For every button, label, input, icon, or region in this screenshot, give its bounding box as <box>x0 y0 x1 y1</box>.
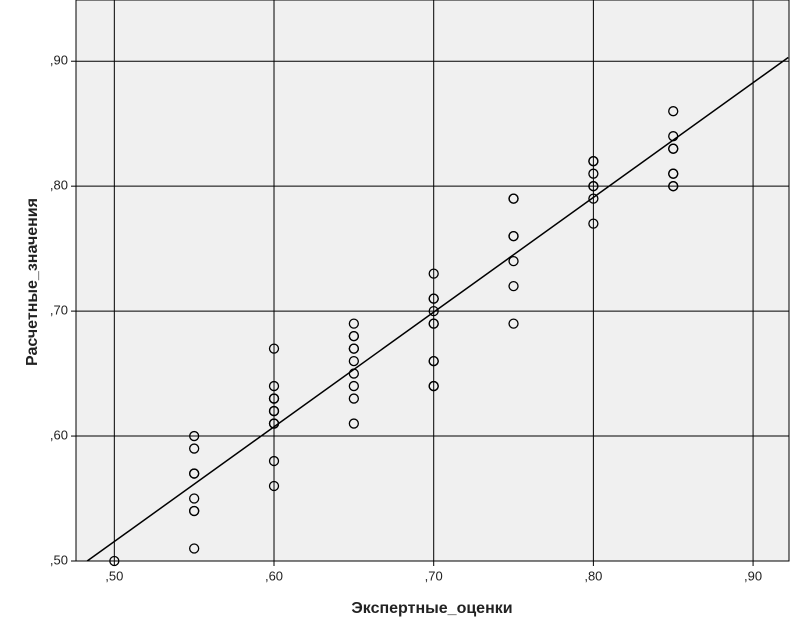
point <box>109 555 120 567</box>
plot-area <box>75 0 790 562</box>
x-tick-label: ,60 <box>265 568 283 583</box>
point <box>348 318 360 329</box>
point <box>668 143 679 154</box>
point <box>189 443 200 454</box>
point <box>588 181 599 192</box>
x-tick-label: ,50 <box>105 568 123 583</box>
point <box>428 355 439 367</box>
point <box>348 330 360 342</box>
point <box>189 430 200 442</box>
point <box>508 230 519 242</box>
x-axis-title: Экспертные_оценки <box>351 600 512 617</box>
point <box>348 418 360 429</box>
fit-line <box>86 56 789 562</box>
y-tick-label: ,50 <box>50 552 68 567</box>
point <box>508 280 519 292</box>
point <box>508 255 519 267</box>
point <box>508 318 519 329</box>
point <box>588 168 599 179</box>
point <box>268 343 280 354</box>
point <box>348 380 360 392</box>
point <box>668 181 679 192</box>
point <box>668 106 679 117</box>
point <box>348 393 360 404</box>
y-tick-label: ,60 <box>50 427 68 442</box>
y-tick-label: ,70 <box>50 303 68 318</box>
point <box>588 156 599 167</box>
point <box>268 380 280 392</box>
y-axis-title: Расчетные_значения <box>24 198 41 366</box>
point <box>348 343 360 354</box>
y-tick-label: ,80 <box>50 178 68 193</box>
point <box>268 393 280 404</box>
point <box>189 468 200 479</box>
x-tick-label: ,90 <box>744 568 762 583</box>
point <box>268 455 280 467</box>
point <box>189 505 200 517</box>
point <box>189 543 200 554</box>
point <box>508 193 519 204</box>
point <box>428 268 439 279</box>
point <box>588 218 599 229</box>
point <box>268 480 280 492</box>
point <box>268 405 280 417</box>
x-tick-label: ,80 <box>584 568 602 583</box>
point <box>428 293 439 304</box>
point <box>588 193 599 204</box>
y-tick-label: ,90 <box>50 53 68 68</box>
point <box>428 380 439 392</box>
point <box>348 355 360 367</box>
x-tick-label: ,70 <box>425 568 443 583</box>
point <box>189 493 200 504</box>
point <box>428 318 439 329</box>
point <box>668 168 679 179</box>
point <box>428 305 439 317</box>
